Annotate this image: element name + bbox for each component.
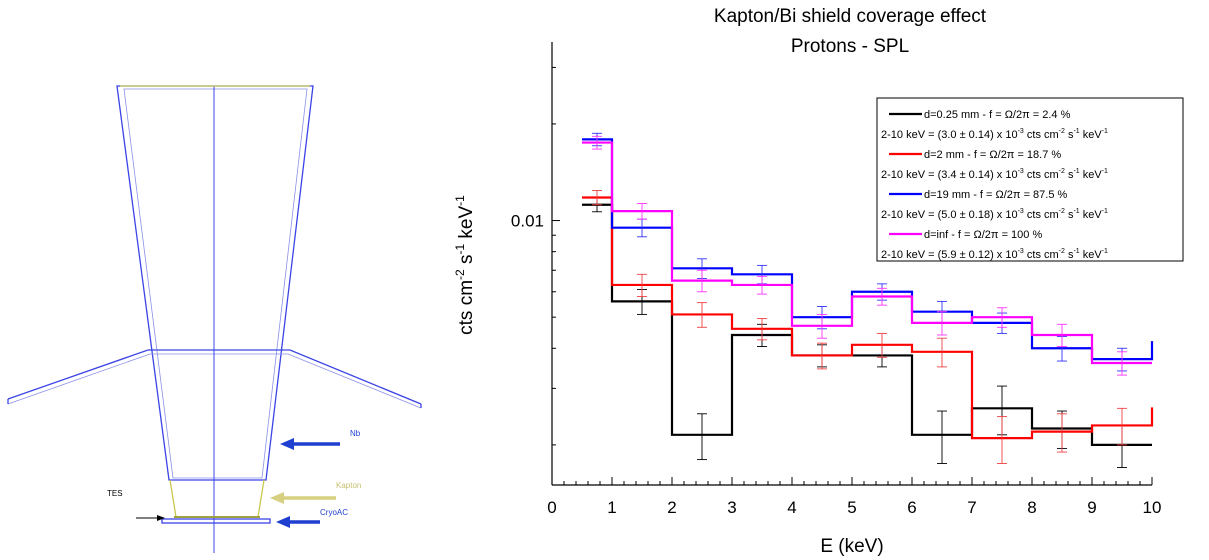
error-bar <box>817 342 827 370</box>
legend-entry-label: d=19 mm - f = Ω/2π = 87.5 % <box>924 189 1068 201</box>
error-bar <box>937 337 947 368</box>
y-axis-label-part: s <box>456 255 477 270</box>
error-bar <box>817 313 827 339</box>
error-bar <box>637 203 647 220</box>
x-tick-label: 4 <box>787 498 796 517</box>
legend-entry-label: d=0.25 mm - f = Ω/2π = 2.4 % <box>924 109 1071 121</box>
plot-area: 0 1 2 3 4 5 6 7 8 9 10 0.01 <box>511 42 1161 517</box>
y-axis-label-part: keV <box>456 205 477 243</box>
legend-box <box>876 97 1184 262</box>
x-tick-label: 10 <box>1143 498 1162 517</box>
kapton-arrow-icon <box>270 492 336 504</box>
legend-entry-rate: 2-10 keV = (5.0 ± 0.18) x 10-3 cts cm-2 … <box>881 208 1108 221</box>
x-tick-label: 3 <box>727 498 736 517</box>
error-bar <box>757 275 767 295</box>
x-tick-label: 2 <box>667 498 676 517</box>
legend-entry-rate: 2-10 keV = (5.9 ± 0.12) x 10-3 cts cm-2 … <box>881 248 1108 261</box>
legend-entry-rate: 2-10 keV = (3.4 ± 0.14) x 10-3 cts cm-2 … <box>881 168 1108 181</box>
error-bar <box>697 302 707 328</box>
error-bar <box>757 318 767 341</box>
x-tick-label: 0 <box>547 498 556 517</box>
x-tick-label: 8 <box>1027 498 1036 517</box>
error-bar <box>592 135 602 150</box>
error-bar <box>637 273 647 297</box>
y-axis-label-part: cts cm <box>456 280 477 335</box>
error-bar <box>697 269 707 293</box>
y-ticks: 0.01 <box>511 66 560 446</box>
cryoac-label: CryoAC <box>320 508 348 517</box>
x-axis-label: E (keV) <box>820 536 883 557</box>
nb-label: Nb <box>350 429 361 438</box>
x-tick-label: 1 <box>607 498 616 517</box>
x-ticks: 0 1 2 3 4 5 6 7 8 9 10 <box>547 477 1161 517</box>
legend: d=0.25 mm - f = Ω/2π = 2.4 % 2-10 keV = (… <box>876 97 1184 262</box>
nb-arrow-icon <box>280 438 340 450</box>
x-tick-label: 6 <box>907 498 916 517</box>
error-bar <box>997 307 1007 328</box>
error-bar <box>592 190 602 206</box>
error-bar <box>1057 323 1067 347</box>
x-tick-label: 9 <box>1087 498 1096 517</box>
x-tick-label: 7 <box>967 498 976 517</box>
legend-entry-label: d=inf - f = Ω/2π = 100 % <box>924 229 1042 241</box>
tes-arrow-icon <box>136 515 165 521</box>
series-line <box>582 141 1152 365</box>
chart-title: Kapton/Bi shield coverage effect <box>714 6 987 27</box>
error-bar <box>997 416 1007 464</box>
kapton-label: Kapton <box>336 481 361 490</box>
y-axis-label-sup: -1 <box>453 244 467 255</box>
legend-entry-rate: 2-10 keV = (3.0 ± 0.14) x 10-3 cts cm-2 … <box>881 128 1108 141</box>
error-bar <box>1057 413 1067 453</box>
kapton-filter-outline <box>120 85 310 518</box>
y-axis-label: cts cm-2 s-1 keV-1 <box>453 195 477 335</box>
y-tick-label: 0.01 <box>511 212 544 231</box>
tes-label: TES <box>107 489 123 498</box>
error-bar <box>937 311 947 336</box>
chart-subtitle: Protons - SPL <box>791 36 909 57</box>
y-axis-label-sup: -1 <box>453 195 467 206</box>
error-bar <box>877 332 887 358</box>
cryoac-arrow-icon <box>276 516 320 528</box>
error-bar <box>1117 407 1127 446</box>
error-bar <box>697 413 707 461</box>
shield-geometry-diagram: Nb Kapton TES CryoAC <box>7 85 422 553</box>
error-bar <box>877 287 887 306</box>
legend-entry-label: d=2 mm - f = Ω/2π = 18.7 % <box>924 149 1061 161</box>
error-bar <box>1117 351 1127 376</box>
x-tick-label: 5 <box>847 498 856 517</box>
series-line <box>582 196 1154 440</box>
series-group <box>582 132 1154 469</box>
error-bar <box>937 410 947 464</box>
y-axis-label-sup: -2 <box>453 269 467 280</box>
